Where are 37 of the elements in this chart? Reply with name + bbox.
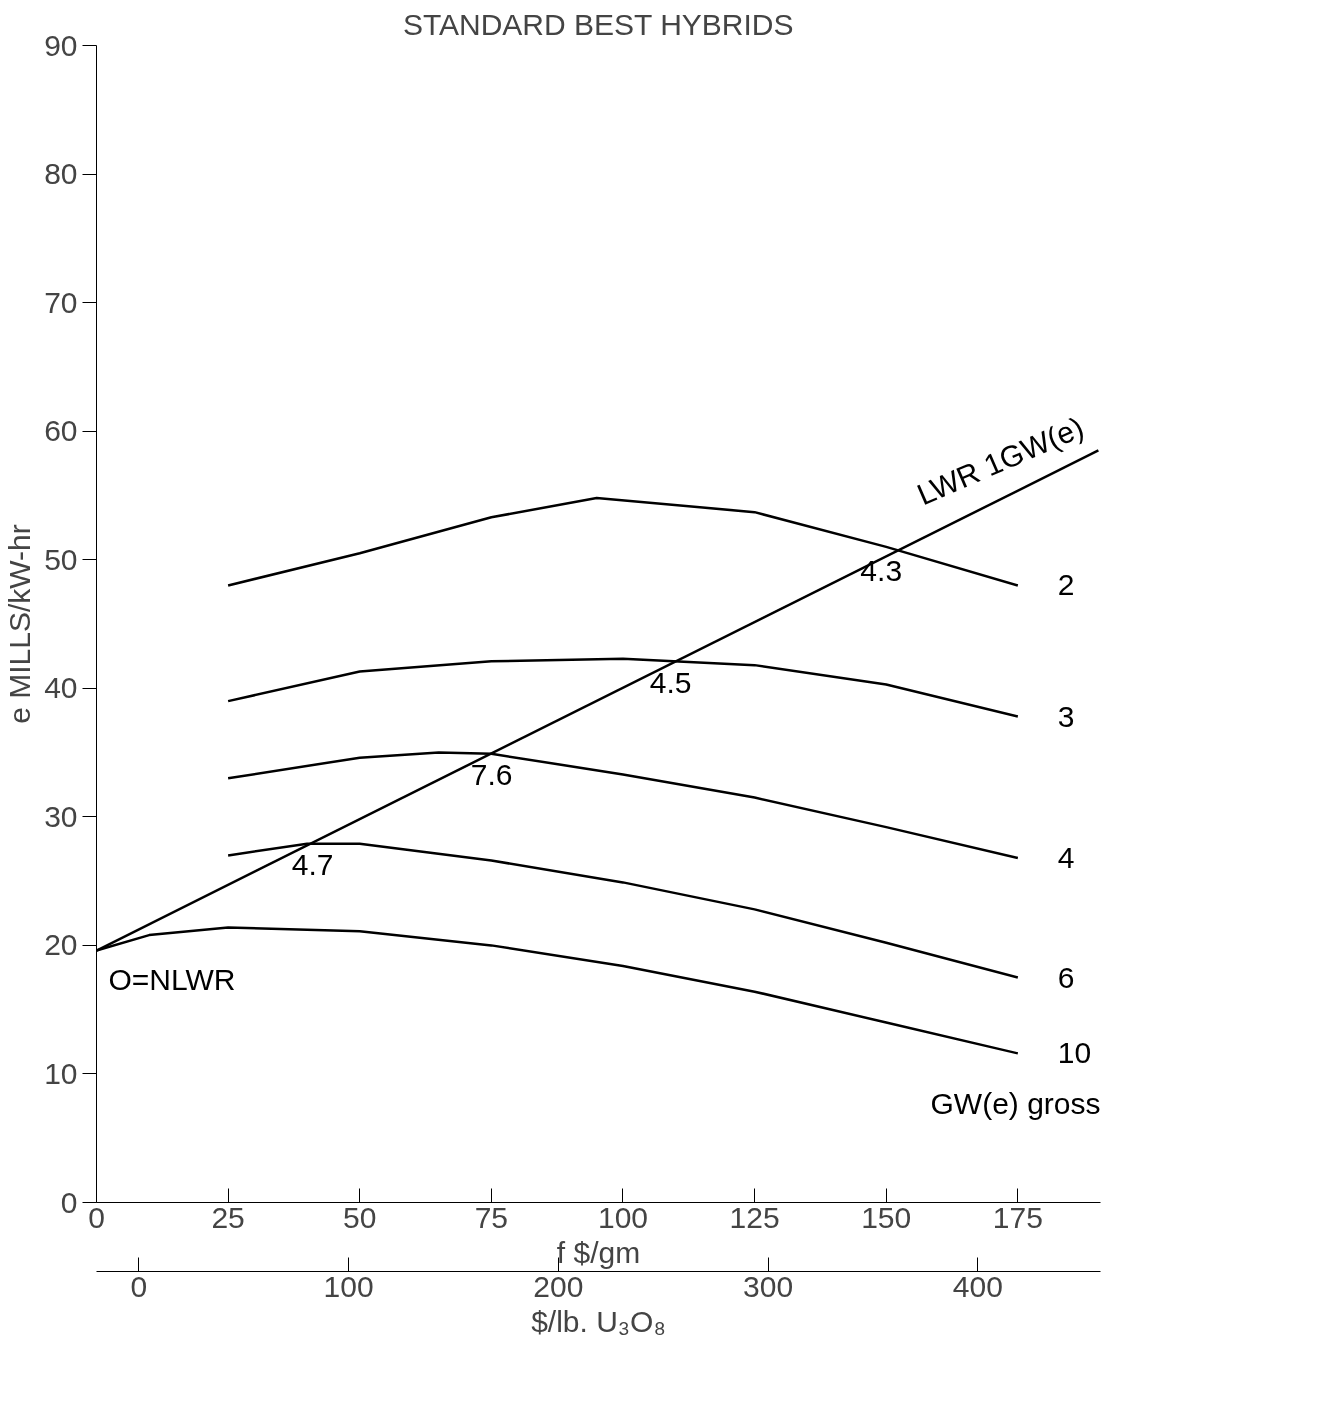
- y-tick-label: 10: [44, 1056, 78, 1090]
- annotation: 7.6: [470, 757, 513, 791]
- y-tick-label: 20: [44, 928, 78, 962]
- series-label: 3: [1057, 699, 1075, 733]
- x2-tick-label: 300: [743, 1269, 794, 1303]
- x2-tick-label: 200: [533, 1269, 584, 1303]
- y-tick-label: 90: [44, 28, 78, 62]
- y-tick-label: 60: [44, 414, 78, 448]
- x-tick-label: 175: [992, 1200, 1043, 1234]
- x-tick-label: 75: [474, 1200, 509, 1234]
- y-tick-label: 70: [44, 285, 78, 319]
- chart-title: STANDARD BEST HYBRIDS: [402, 7, 794, 41]
- annotation: 4.5: [649, 666, 692, 700]
- annotation: 4.7: [291, 847, 334, 881]
- x-axis-title: f $/gm: [556, 1235, 641, 1269]
- x2-axis-title: $/lb. U₃O₈: [531, 1304, 666, 1338]
- x-tick-label: 100: [597, 1200, 649, 1234]
- y-tick-label: 80: [44, 157, 78, 191]
- y-tick-label: 40: [44, 671, 78, 705]
- series-label: 10: [1057, 1036, 1092, 1070]
- x2-tick-label: 0: [130, 1269, 148, 1303]
- y-tick-label: 50: [44, 542, 78, 576]
- x-tick-label: 125: [729, 1200, 780, 1234]
- series-label: 6: [1057, 960, 1075, 994]
- x2-tick-label: 100: [323, 1269, 374, 1303]
- x2-tick-label: 400: [952, 1269, 1003, 1303]
- x-tick-label: 0: [88, 1200, 105, 1234]
- y-axis-title: e MILLS/kW-hr: [3, 524, 37, 724]
- series-label: 2: [1057, 568, 1075, 602]
- series-label: 4: [1057, 840, 1075, 874]
- x-tick-label: 25: [211, 1200, 245, 1234]
- y-tick-label: 30: [44, 799, 78, 833]
- annotation: 4.3: [860, 554, 903, 588]
- x-tick-label: 150: [861, 1200, 912, 1234]
- annotation: GW(e) gross: [930, 1086, 1101, 1120]
- x-tick-label: 50: [343, 1200, 377, 1234]
- annotation: O=NLWR: [108, 962, 236, 996]
